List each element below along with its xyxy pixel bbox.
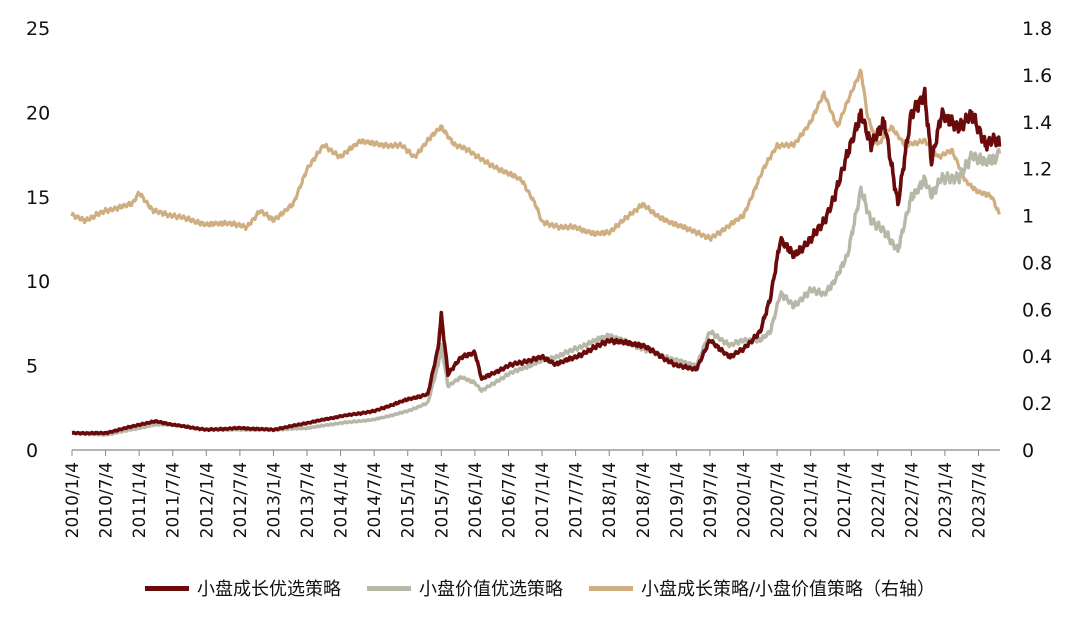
- y-axis-right: 0 0.2 0.4 0.6 0.8 1 1.2 1.4 1.6 1.8: [1022, 18, 1052, 462]
- x-tick-label: 2017/1/4: [533, 462, 553, 538]
- legend-label: 小盘价值优选策略: [418, 579, 563, 600]
- x-tick-label: 2019/1/4: [667, 462, 687, 538]
- x-tick-label: 2015/1/4: [399, 462, 419, 538]
- y-right-tick-label: 0: [1022, 440, 1034, 462]
- x-tick-label: 2014/7/4: [365, 462, 385, 538]
- x-tick-label: 2020/1/4: [734, 462, 754, 538]
- y-right-tick-label: 1.6: [1022, 65, 1052, 87]
- y-left-tick-label: 15: [26, 187, 50, 209]
- x-tick-label: 2011/1/4: [130, 462, 150, 538]
- legend-label: 小盘成长优选策略: [196, 579, 341, 600]
- x-tick-label: 2015/7/4: [432, 462, 452, 538]
- legend-swatch: [144, 585, 189, 591]
- legend-swatch: [588, 585, 633, 591]
- legend-swatch: [366, 585, 411, 591]
- y-left-tick-label: 0: [26, 440, 38, 462]
- x-tick-label: 2020/7/4: [768, 462, 788, 538]
- y-left-tick-label: 10: [26, 271, 50, 293]
- x-tick-label: 2016/7/4: [499, 462, 519, 538]
- x-tick-label: 2012/7/4: [231, 462, 251, 538]
- y-left-tick-label: 5: [26, 356, 38, 378]
- x-tick-label: 2016/1/4: [466, 462, 486, 538]
- x-tick-label: 2021/7/4: [835, 462, 855, 538]
- legend-label: 小盘成长策略/小盘价值策略（右轴）: [640, 579, 936, 600]
- legend-item-1: 小盘价值优选策略: [366, 575, 563, 601]
- plot-area: [70, 68, 1002, 437]
- x-tick-label: 2023/1/4: [936, 462, 956, 538]
- y-right-tick-label: 0.4: [1022, 346, 1052, 368]
- series-line-2: [70, 68, 1001, 242]
- y-right-tick-label: 1.2: [1022, 159, 1052, 181]
- x-tick-label: 2022/1/4: [869, 462, 889, 538]
- x-tick-label: 2012/1/4: [197, 462, 217, 538]
- x-tick-label: 2010/1/4: [63, 462, 83, 538]
- y-right-tick-label: 0.8: [1022, 252, 1052, 274]
- legend-item-2: 小盘成长策略/小盘价值策略（右轴）: [588, 575, 936, 601]
- x-tick-label: 2021/1/4: [802, 462, 822, 538]
- x-tick-label: 2013/7/4: [298, 462, 318, 538]
- y-axis-left: 0 5 10 15 20 25: [26, 18, 50, 462]
- x-tick-label: 2017/7/4: [567, 462, 587, 538]
- series-line-1: [71, 147, 1002, 437]
- y-left-tick-label: 25: [26, 18, 50, 40]
- x-tick-label: 2010/7/4: [97, 462, 117, 538]
- legend: 小盘成长优选策略 小盘价值优选策略 小盘成长策略/小盘价值策略（右轴）: [0, 568, 1080, 608]
- series-line-0: [71, 86, 1002, 436]
- y-left-tick-label: 20: [26, 102, 50, 124]
- y-right-tick-label: 1: [1022, 206, 1034, 228]
- y-right-tick-label: 0.2: [1022, 393, 1052, 415]
- x-tick-label: 2022/7/4: [902, 462, 922, 538]
- y-right-tick-label: 0.6: [1022, 299, 1052, 321]
- y-right-tick-label: 1.8: [1022, 18, 1052, 40]
- legend-item-0: 小盘成长优选策略: [144, 575, 341, 601]
- x-tick-label: 2018/7/4: [634, 462, 654, 538]
- x-axis: 2010/1/4 2010/7/4 2011/1/4 2011/7/4 2012/1/4…: [63, 450, 990, 538]
- x-tick-label: 2019/7/4: [701, 462, 721, 538]
- x-tick-label: 2018/1/4: [600, 462, 620, 538]
- y-right-tick-label: 1.4: [1022, 112, 1052, 134]
- x-tick-label: 2023/7/4: [970, 462, 990, 538]
- x-tick-label: 2014/1/4: [332, 462, 352, 538]
- x-tick-label: 2013/1/4: [264, 462, 284, 538]
- x-tick-label: 2011/7/4: [164, 462, 184, 538]
